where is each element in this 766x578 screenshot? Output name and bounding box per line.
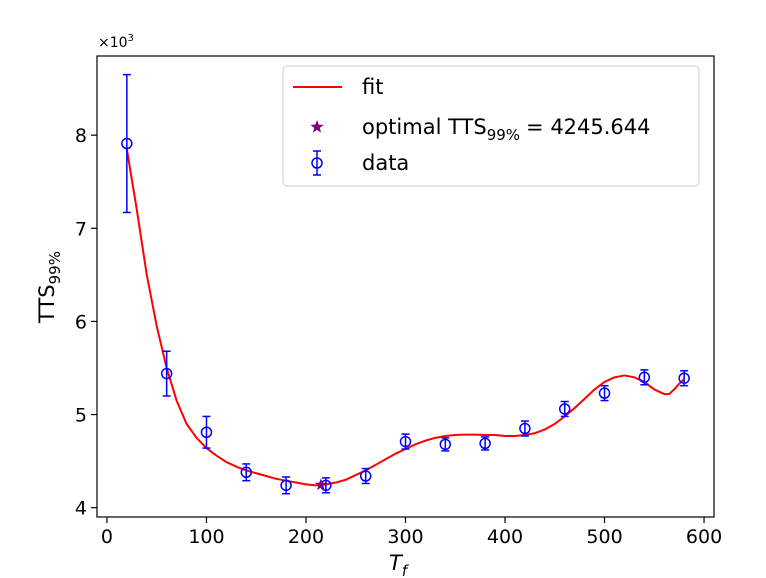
fit-layer	[125, 148, 685, 487]
data-point	[519, 422, 531, 435]
data-point	[280, 479, 292, 492]
data-point	[121, 137, 133, 150]
x-axis-label: Tf	[389, 551, 410, 578]
optimal-point	[314, 478, 328, 491]
y-tick-label: 6	[75, 311, 87, 333]
x-tick-label: 300	[387, 526, 423, 548]
x-tick-label: 0	[101, 526, 113, 548]
data-point-layer	[121, 137, 690, 492]
y-tick-label: 5	[75, 405, 87, 427]
x-tick-label: 200	[288, 526, 324, 548]
legend-data-label: data	[362, 151, 409, 175]
data-point	[638, 371, 651, 384]
data-point	[240, 466, 253, 479]
x-tick-label: 100	[188, 526, 224, 548]
data-point	[479, 437, 491, 450]
fit-line	[125, 148, 685, 487]
y-multiplier: ×103	[98, 33, 134, 51]
y-axis-label: TTS99%	[35, 251, 64, 324]
legend-optimal-label: optimal TTS99% = 4245.644	[362, 115, 651, 144]
data-point	[399, 435, 412, 448]
ticks-layer: 0 100 200 300 400 500 600 4 5 6 7 8	[75, 125, 722, 548]
optimal-layer	[314, 478, 328, 491]
legend-fit-label: fit	[362, 75, 383, 99]
data-point	[359, 470, 372, 482]
data-point	[678, 372, 690, 384]
legend-box	[282, 65, 700, 187]
legend: fit optimal TTS99% = 4245.644 data	[282, 65, 700, 187]
y-tick-label: 8	[75, 125, 87, 147]
x-tick-label: 400	[487, 526, 523, 548]
legend-optimal-swatch	[310, 120, 324, 133]
legend-data-marker	[311, 157, 323, 169]
y-tick-label: 7	[75, 218, 87, 240]
x-tick-label: 500	[586, 526, 622, 548]
data-point	[160, 367, 173, 380]
x-tick-label: 600	[686, 526, 722, 548]
data-point	[200, 426, 213, 439]
data-point	[439, 438, 452, 451]
y-tick-label: 4	[75, 498, 87, 520]
data-point	[598, 387, 611, 399]
data-point	[558, 403, 571, 415]
